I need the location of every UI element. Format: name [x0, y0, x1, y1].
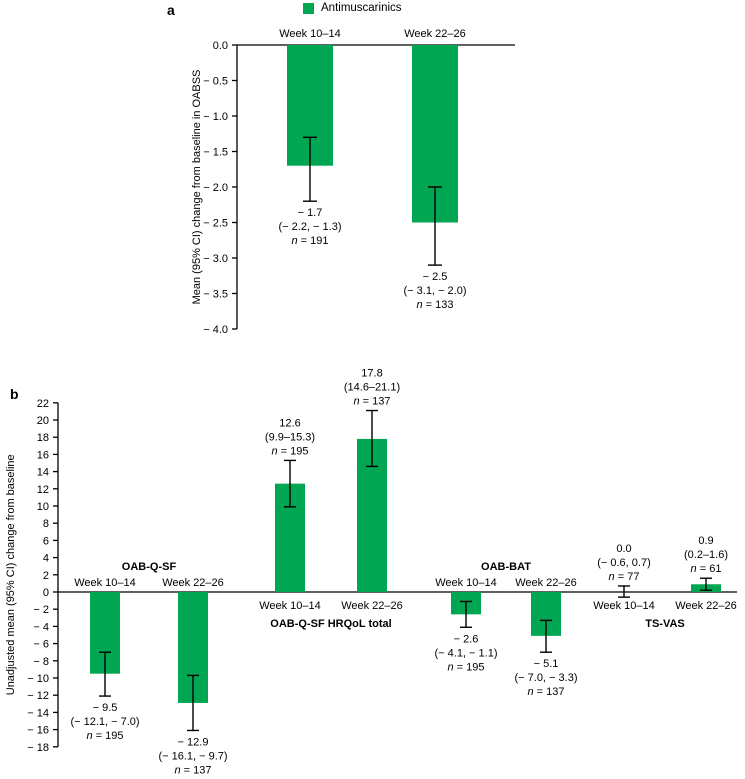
y-tick-label: − 2.5: [203, 218, 228, 230]
category-label: Week 22–26: [341, 600, 403, 612]
bar-ci-label: (− 12.1, − 7.0): [70, 716, 139, 728]
category-label: Week 22–26: [404, 28, 466, 40]
y-tick-label: 4: [43, 553, 49, 565]
bar-ci-label: (0.2–1.6): [684, 549, 728, 561]
category-label: Week 22–26: [162, 577, 224, 589]
y-tick-label: − 2: [33, 604, 49, 616]
group-label: TS-VAS: [645, 618, 685, 630]
legend-label: Antimuscarinics: [321, 2, 402, 14]
y-tick-label: − 0.5: [203, 76, 228, 88]
y-tick-label: 0: [43, 587, 49, 599]
y-tick-label: − 10: [27, 673, 49, 685]
bar-ci-label: (− 16.1, − 9.7): [158, 750, 227, 762]
bar-n-label: n = 133: [416, 299, 453, 311]
bar-value-label: 0.9: [698, 535, 713, 547]
legend-color-swatch: [303, 2, 314, 14]
bar-value-label: − 12.9: [178, 736, 209, 748]
y-axis-title: Mean (95% CI) change from baseline in OA…: [191, 70, 203, 305]
y-tick-label: − 1.0: [203, 111, 228, 123]
y-tick-label: 0.0: [213, 40, 228, 52]
y-tick-label: − 8: [33, 656, 49, 668]
bar-ci-label: (− 7.0, − 3.3): [515, 672, 578, 684]
bar-ci-label: (− 0.6, 0.7): [597, 557, 651, 569]
bar-n-label: n = 195: [271, 445, 308, 457]
bar-n-label: n = 137: [527, 686, 564, 698]
y-tick-label: 20: [37, 415, 49, 427]
bar-value-label: − 2.6: [454, 633, 479, 645]
bar-ci-label: (− 4.1, − 1.1): [435, 647, 498, 659]
y-tick-label: − 6: [33, 639, 49, 651]
y-tick-label: − 2.0: [203, 182, 228, 194]
panel-a-chart: 0.0 − 0.5 − 1.0 − 1.5 − 2.0 − 2.5 − 3.0 − 3.5 − …: [191, 28, 515, 336]
category-label: Week 22–26: [515, 577, 577, 589]
bar-value-label: − 1.7: [298, 207, 323, 219]
y-tick-label: − 1.5: [203, 147, 228, 159]
panel-b-label: b: [10, 386, 19, 402]
y-axis-title: Unadjusted mean (95% CI) change from bas…: [5, 454, 17, 695]
category-label: Week 22–26: [675, 600, 737, 612]
y-tick-label: − 3.0: [203, 253, 228, 265]
category-label: Week 10–14: [435, 577, 497, 589]
y-tick-label: − 14: [27, 707, 49, 719]
bar-value-label: − 9.5: [93, 702, 118, 714]
bar-ci-label: (− 2.2, − 1.3): [279, 221, 342, 233]
group-label: OAB-BAT: [481, 561, 531, 573]
bar-value-label: 0.0: [616, 543, 631, 555]
y-tick-label: 16: [37, 449, 49, 461]
bar-n-label: n = 195: [447, 661, 484, 673]
bar-value-label: 17.8: [361, 368, 382, 380]
group-label: OAB-Q-SF: [122, 561, 177, 573]
bar-n-label: n = 195: [86, 730, 123, 742]
group-label: OAB-Q-SF HRQoL total: [270, 618, 391, 630]
category-label: Week 10–14: [279, 28, 341, 40]
bar-ci-label: (14.6–21.1): [344, 382, 400, 394]
y-tick-label: 10: [37, 501, 49, 513]
y-tick-label: − 4.0: [203, 324, 228, 336]
bar-n-label: n = 77: [609, 571, 640, 583]
y-tick-label: 22: [37, 398, 49, 410]
y-tick-label: − 12: [27, 690, 49, 702]
y-tick-label: − 4: [33, 621, 49, 633]
y-tick-label: − 16: [27, 725, 49, 737]
bar-n-label: n = 61: [691, 563, 722, 575]
bar-value-label: − 2.5: [423, 271, 448, 283]
bar-ci-label: (− 3.1, − 2.0): [404, 285, 467, 297]
y-tick-label: 6: [43, 535, 49, 547]
panel-a-label: a: [167, 2, 175, 18]
bar-n-label: n = 137: [353, 396, 390, 408]
bar-value-label: 12.6: [279, 417, 300, 429]
legend: Antimuscarinics: [303, 2, 402, 14]
bar-ci-label: (9.9–15.3): [265, 431, 315, 443]
category-label: Week 10–14: [74, 577, 136, 589]
bar-value-label: − 5.1: [534, 658, 559, 670]
y-tick-label: 2: [43, 570, 49, 582]
y-tick-label: − 18: [27, 742, 49, 754]
y-tick-label: 18: [37, 432, 49, 444]
category-label: Week 10–14: [593, 600, 655, 612]
y-tick-label: 12: [37, 484, 49, 496]
bar-n-label: n = 191: [291, 235, 328, 247]
category-label: Week 10–14: [259, 600, 321, 612]
bar-n-label: n = 137: [174, 764, 211, 776]
y-tick-label: − 3.5: [203, 289, 228, 301]
y-tick-label: 8: [43, 518, 49, 530]
y-tick-label: 14: [37, 467, 49, 479]
